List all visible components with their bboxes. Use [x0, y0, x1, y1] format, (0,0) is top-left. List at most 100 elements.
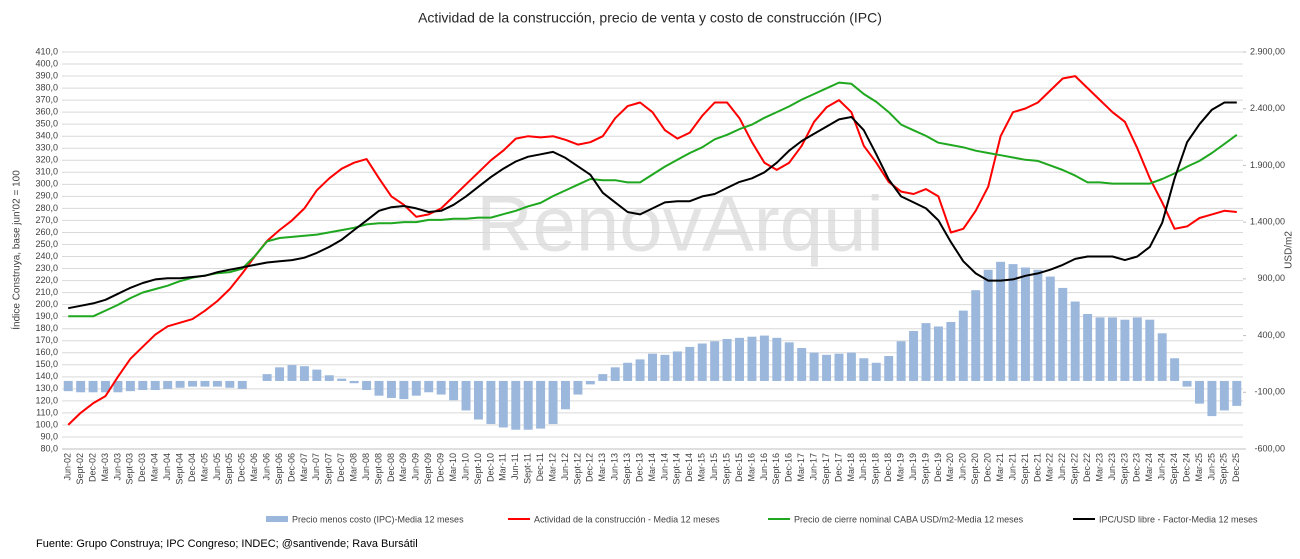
x-tick-label: Sept-20: [970, 453, 980, 485]
x-tick-label: Sept-07: [324, 453, 334, 485]
bar: [1219, 380, 1229, 411]
x-tick-label: Mar-23: [1094, 453, 1104, 482]
bar: [175, 380, 185, 388]
y-tick-label: 140,0: [35, 371, 58, 381]
legend-label: Precio menos costo (IPC)-Media 12 meses: [292, 514, 464, 524]
bar: [1207, 380, 1217, 417]
x-tick-label: Dec-14: [684, 453, 694, 482]
bar: [685, 346, 695, 381]
x-tick-label: Jun-14: [659, 453, 669, 481]
bar: [846, 352, 856, 381]
x-tick-label: Dec-25: [1231, 453, 1241, 482]
x-tick-label: Dec-15: [734, 453, 744, 482]
bar: [1157, 333, 1167, 381]
y-tick-label: 370,0: [35, 94, 58, 104]
x-tick-label: Dec-07: [336, 453, 346, 482]
x-tick-label: Jun-10: [460, 453, 470, 481]
x-tick-label: Jun-21: [1007, 453, 1017, 481]
bar: [113, 380, 123, 393]
bar: [958, 310, 968, 381]
bar: [337, 378, 347, 381]
bar: [610, 367, 620, 381]
y2-tick-label: -100,00: [1254, 387, 1285, 397]
x-tick-label: Jun-06: [261, 453, 271, 481]
x-tick-label: Sept-14: [672, 453, 682, 485]
bar: [561, 380, 570, 410]
x-tick-label: Jun-15: [709, 453, 719, 481]
x-tick-label: Dec-22: [1082, 453, 1092, 482]
bar: [859, 358, 869, 381]
y2-tick-label: 400,00: [1257, 330, 1285, 340]
x-tick-label: Jun-03: [112, 453, 122, 481]
x-tick-label: Sept-25: [1219, 453, 1229, 485]
bar: [386, 380, 396, 398]
x-tick-label: Jun-08: [361, 453, 371, 481]
bar: [449, 380, 459, 401]
x-tick-label: Jun-20: [958, 453, 968, 481]
x-tick-label: Jun-19: [908, 453, 918, 481]
y-tick-label: 210,0: [35, 287, 58, 297]
y-tick-label: 400,0: [35, 58, 58, 68]
x-tick-label: Mar-08: [349, 453, 359, 482]
x-tick-label: Jun-11: [510, 453, 520, 480]
x-tick-label: Jun-02: [63, 453, 73, 481]
watermark: RenovArqui: [476, 180, 884, 268]
bar: [648, 353, 657, 381]
x-tick-label: Mar-18: [846, 453, 856, 482]
bar: [299, 366, 309, 381]
bar: [76, 380, 86, 393]
x-tick-label: Mar-11: [498, 453, 508, 481]
bar: [598, 374, 608, 381]
bar: [585, 380, 595, 385]
x-tick-label: Mar-03: [100, 453, 110, 482]
bar: [461, 380, 471, 411]
y-tick-label: 310,0: [35, 167, 58, 177]
bar: [710, 341, 720, 381]
bar: [1045, 276, 1055, 381]
x-tick-label: Dec-19: [933, 453, 943, 482]
y-tick-label: 340,0: [35, 131, 58, 141]
y-tick-label: 320,0: [35, 155, 58, 165]
bar: [983, 269, 993, 381]
y-tick-label: 150,0: [35, 359, 58, 369]
bar: [411, 380, 421, 396]
x-tick-label: Dec-06: [286, 453, 296, 482]
y2-tick-label: -600,00: [1254, 443, 1285, 453]
x-tick-label: Sept-09: [423, 453, 433, 485]
x-tick-label: Jun-23: [1107, 453, 1117, 481]
bar: [1170, 358, 1180, 381]
bar: [262, 374, 272, 381]
y-tick-label: 240,0: [35, 251, 58, 261]
bar: [697, 343, 707, 381]
x-tick-label: Mar-05: [199, 453, 209, 482]
x-tick-label: Dec-13: [634, 453, 644, 482]
y-axis-label: Índice Construya, base jun'02 = 100: [10, 170, 23, 330]
bar: [548, 380, 558, 425]
line-series: [68, 101, 1237, 310]
bar: [1107, 317, 1117, 381]
bar: [971, 290, 981, 381]
bar: [138, 380, 148, 391]
bar: [486, 380, 496, 425]
bar: [573, 380, 583, 395]
y-tick-label: 100,0: [35, 419, 58, 429]
bar: [324, 375, 334, 381]
x-tick-label: Dec-08: [386, 453, 396, 482]
x-tick-label: Mar-07: [299, 453, 309, 482]
x-tick-label: Mar-09: [398, 453, 408, 482]
y-tick-label: 170,0: [35, 335, 58, 345]
x-tick-label: Sept-11: [523, 453, 533, 484]
bar: [424, 380, 434, 393]
bar: [275, 367, 285, 381]
x-tick-label: Sept-06: [274, 453, 284, 485]
x-tick-label: Sept-17: [821, 453, 831, 485]
y-tick-label: 220,0: [35, 275, 58, 285]
bar: [498, 380, 508, 428]
x-tick-label: Mar-25: [1194, 453, 1204, 482]
legend-swatch: [266, 516, 288, 522]
bar: [735, 337, 744, 381]
bar: [797, 348, 807, 381]
x-tick-label: Mar-16: [746, 453, 756, 482]
x-tick-label: Jun-24: [1157, 453, 1167, 481]
